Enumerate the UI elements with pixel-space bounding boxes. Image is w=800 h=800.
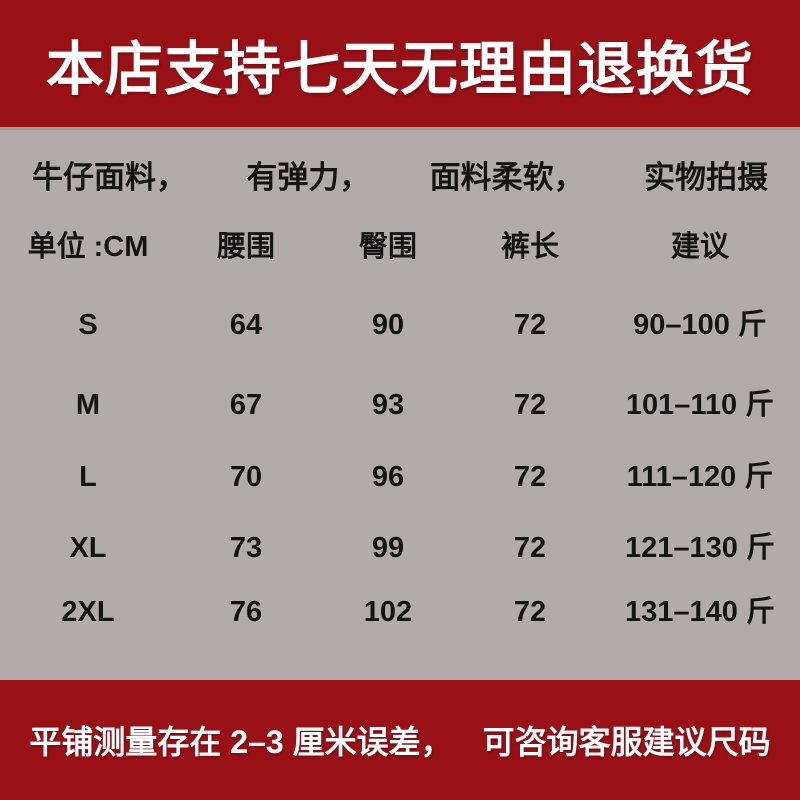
table-cell-length: 72: [513, 596, 547, 628]
column-header-length: 裤长: [500, 231, 559, 263]
table-cell-advice: 131–140 斤: [625, 596, 775, 628]
fabric-feature-line: 牛仔面料， 有弹力， 面料柔软， 实物拍摄: [0, 152, 800, 197]
size-chart-body: 牛仔面料， 有弹力， 面料柔软， 实物拍摄 单位 :CM 腰围 臀围 裤长 建议…: [0, 130, 800, 680]
table-row-xl: XL 73 99 72 121–130 斤: [0, 530, 800, 566]
column-header-hip: 臀围: [358, 231, 417, 263]
table-cell-advice: 121–130 斤: [625, 532, 775, 564]
size-table-header-row: 单位 :CM 腰围 臀围 裤长 建议: [0, 229, 800, 265]
table-cell-hip: 99: [371, 532, 405, 564]
table-cell-hip: 102: [363, 596, 413, 628]
table-cell-size: M: [75, 389, 101, 421]
table-cell-length: 72: [513, 532, 547, 564]
table-cell-size: L: [79, 461, 97, 493]
table-row-m: M 67 93 72 101–110 斤: [0, 387, 800, 423]
fabric-feature-text: 面料柔软，: [429, 160, 585, 195]
column-header-waist: 腰围: [216, 231, 275, 263]
table-row-s: S 64 90 72 90–100 斤: [0, 307, 800, 343]
table-cell-size: XL: [69, 532, 107, 564]
table-cell-waist: 73: [229, 532, 263, 564]
table-cell-waist: 64: [229, 309, 263, 341]
table-cell-waist: 76: [229, 596, 263, 628]
fabric-feature-text: 牛仔面料，: [32, 160, 187, 195]
table-row-2xl: 2XL 76 102 72 131–140 斤: [0, 594, 800, 630]
column-header-unit: 单位 :CM: [27, 231, 149, 263]
table-cell-advice: 101–110 斤: [625, 389, 775, 421]
table-cell-waist: 70: [229, 461, 263, 493]
table-cell-waist: 67: [229, 389, 263, 421]
top-banner: 本店支持七天无理由退换货: [0, 0, 800, 130]
table-cell-size: 2XL: [61, 596, 115, 628]
table-cell-length: 72: [513, 389, 547, 421]
bottom-banner-text: 平铺测量存在 2–3 厘米误差，: [29, 724, 453, 760]
column-header-advice: 建议: [670, 231, 729, 263]
bottom-banner: 平铺测量存在 2–3 厘米误差， 可咨询客服建议尺码: [0, 680, 800, 800]
table-row-l: L 70 96 72 111–120 斤: [0, 459, 800, 495]
table-cell-size: S: [78, 309, 98, 341]
table-cell-advice: 111–120 斤: [626, 461, 774, 493]
table-cell-hip: 90: [371, 309, 405, 341]
bottom-banner-text: 可咨询客服建议尺码: [482, 724, 771, 760]
fabric-feature-text: 有弹力，: [246, 160, 371, 195]
fabric-feature-text: 实物拍摄: [643, 160, 768, 195]
table-cell-length: 72: [513, 309, 547, 341]
table-cell-hip: 96: [371, 461, 405, 493]
table-cell-length: 72: [513, 461, 547, 493]
table-cell-hip: 93: [371, 389, 405, 421]
table-cell-advice: 90–100 斤: [633, 309, 767, 341]
top-banner-text: 本店支持七天无理由退换货: [45, 36, 754, 102]
